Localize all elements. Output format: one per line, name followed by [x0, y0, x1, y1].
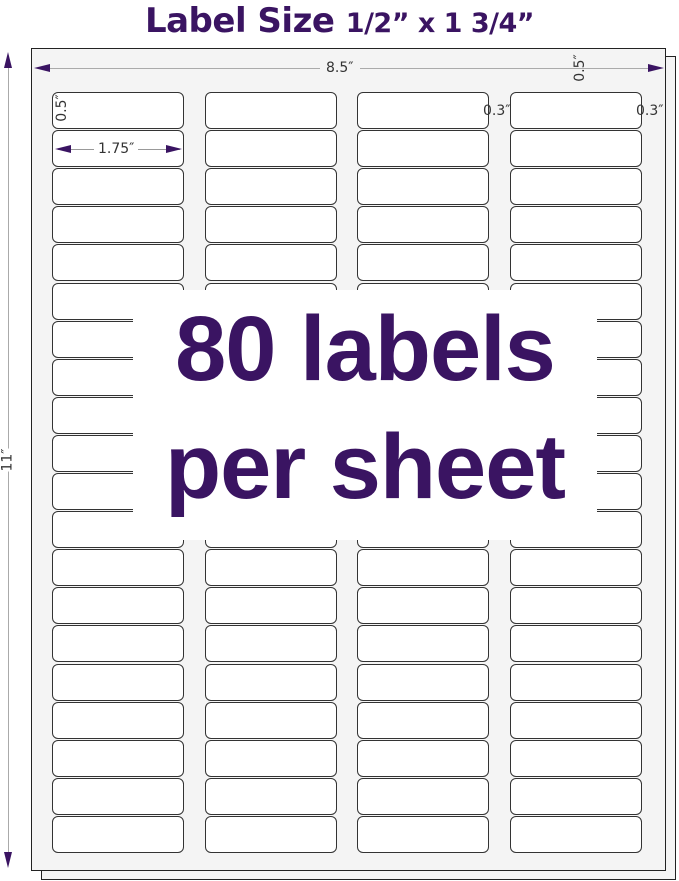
- label: [205, 244, 337, 282]
- gutter-label: 0.3″: [483, 103, 511, 119]
- label: [510, 739, 642, 777]
- label: [205, 549, 337, 587]
- label: [52, 549, 184, 587]
- label: [510, 625, 642, 663]
- label: [510, 168, 642, 206]
- sheet-width-label: 8.5″: [320, 60, 360, 76]
- label: [205, 206, 337, 244]
- label: [357, 777, 489, 815]
- label: [52, 587, 184, 625]
- label: [205, 625, 337, 663]
- label: [205, 701, 337, 739]
- label: [357, 739, 489, 777]
- label: [357, 168, 489, 206]
- label: [52, 701, 184, 739]
- arrow-up-icon: [4, 52, 12, 68]
- label: [357, 815, 489, 853]
- label: [205, 777, 337, 815]
- label: [510, 206, 642, 244]
- label: [52, 92, 184, 129]
- top-margin-label: 0.5″: [571, 54, 588, 82]
- label: [357, 244, 489, 282]
- label-width-label: 1.75″: [94, 141, 139, 157]
- arrow-right-icon: [648, 64, 664, 72]
- arrow-left-icon: [55, 145, 71, 153]
- label: [205, 130, 337, 168]
- label: [52, 739, 184, 777]
- label: [52, 663, 184, 701]
- label: [357, 701, 489, 739]
- label: [357, 625, 489, 663]
- label: [357, 92, 489, 129]
- label: [510, 549, 642, 587]
- right-margin-label: 0.3″: [636, 103, 664, 119]
- label: [52, 168, 184, 206]
- label: [205, 92, 337, 129]
- label: [357, 663, 489, 701]
- label: [52, 625, 184, 663]
- headline-line-1: 80 labels: [175, 298, 556, 400]
- label: [510, 587, 642, 625]
- title-size: 1/2” x 1 3/4”: [345, 8, 535, 39]
- arrow-down-icon: [4, 852, 12, 868]
- label-height-label: 0.5″: [53, 94, 70, 122]
- label: [510, 130, 642, 168]
- sheet-height-label: 11″: [0, 448, 16, 472]
- label: [205, 168, 337, 206]
- headline-line-2: per sheet: [164, 416, 566, 518]
- label: [510, 244, 642, 282]
- title: Label Size 1/2” x 1 3/4”: [0, 0, 679, 45]
- headline: 80 labels per sheet: [133, 290, 597, 540]
- label: [510, 701, 642, 739]
- label: [357, 206, 489, 244]
- label: [205, 663, 337, 701]
- label: [205, 739, 337, 777]
- label: [510, 663, 642, 701]
- label: [205, 815, 337, 853]
- label: [357, 587, 489, 625]
- label: [52, 206, 184, 244]
- label: [357, 549, 489, 587]
- label: [52, 777, 184, 815]
- label: [510, 815, 642, 853]
- label: [510, 92, 642, 129]
- arrow-left-icon: [34, 64, 50, 72]
- title-text: Label Size: [144, 1, 335, 41]
- label: [205, 587, 337, 625]
- label: [52, 244, 184, 282]
- arrow-right-icon: [166, 145, 182, 153]
- label: [357, 130, 489, 168]
- label: [52, 815, 184, 853]
- label: [510, 777, 642, 815]
